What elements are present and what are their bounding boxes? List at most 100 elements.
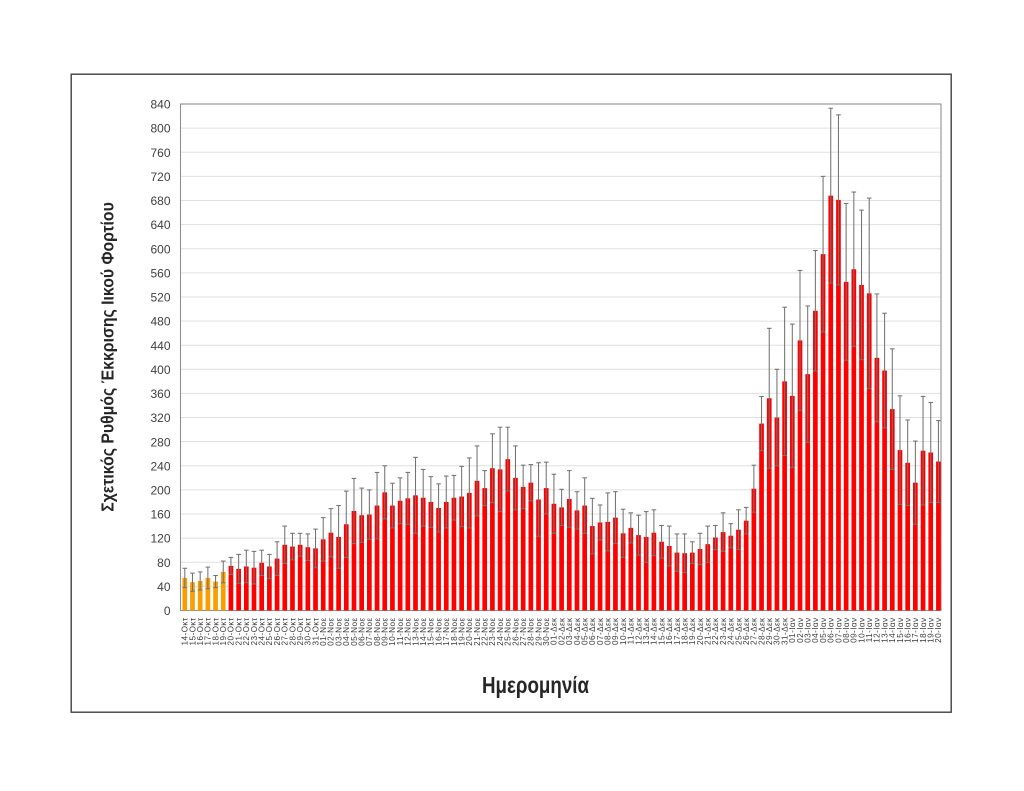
svg-text:03-Δεκ: 03-Δεκ — [565, 617, 574, 645]
svg-text:12-Δεκ: 12-Δεκ — [634, 617, 643, 645]
svg-text:04-Νοε: 04-Νοε — [342, 618, 351, 646]
svg-text:09-Ιαν: 09-Ιαν — [850, 618, 859, 643]
svg-text:09-Δεκ: 09-Δεκ — [611, 617, 620, 645]
svg-text:160: 160 — [150, 508, 170, 522]
svg-text:480: 480 — [150, 315, 170, 329]
svg-text:Ημερομηνία: Ημερομηνία — [482, 673, 589, 698]
svg-text:23-Νοε: 23-Νοε — [488, 618, 497, 646]
svg-text:16-Νοε: 16-Νοε — [434, 618, 443, 646]
svg-text:18-Νοε: 18-Νοε — [450, 618, 459, 646]
svg-text:24-Νοε: 24-Νοε — [496, 618, 505, 646]
svg-text:03-Νοε: 03-Νοε — [334, 618, 343, 646]
svg-text:01-Ιαν: 01-Ιαν — [788, 618, 797, 643]
svg-text:440: 440 — [150, 339, 170, 353]
svg-text:05-Νοε: 05-Νοε — [350, 618, 359, 646]
svg-text:28-Δεκ: 28-Δεκ — [757, 617, 766, 645]
svg-text:26-Νοε: 26-Νοε — [511, 618, 520, 646]
svg-text:19-Ιαν: 19-Ιαν — [927, 618, 936, 643]
svg-text:27-Οκτ: 27-Οκτ — [281, 617, 290, 645]
svg-text:16-Οκτ: 16-Οκτ — [196, 617, 205, 645]
svg-text:02-Δεκ: 02-Δεκ — [557, 617, 566, 645]
svg-text:10-Ιαν: 10-Ιαν — [857, 618, 866, 643]
svg-text:01-Δεκ: 01-Δεκ — [550, 617, 559, 645]
svg-text:28-Οκτ: 28-Οκτ — [288, 617, 297, 645]
svg-text:12-Ιαν: 12-Ιαν — [873, 618, 882, 643]
svg-text:02-Νοε: 02-Νοε — [327, 618, 336, 646]
svg-text:23-Οκτ: 23-Οκτ — [250, 617, 259, 645]
svg-text:04-Δεκ: 04-Δεκ — [573, 617, 582, 645]
svg-text:20-Νοε: 20-Νοε — [465, 618, 474, 646]
svg-text:0: 0 — [164, 604, 171, 618]
svg-text:31-Δεκ: 31-Δεκ — [780, 617, 789, 645]
svg-text:80: 80 — [157, 556, 171, 570]
svg-text:30-Δεκ: 30-Δεκ — [773, 617, 782, 645]
svg-text:06-Νοε: 06-Νοε — [357, 618, 366, 646]
svg-text:280: 280 — [150, 435, 170, 449]
svg-text:20-Οκτ: 20-Οκτ — [227, 617, 236, 645]
svg-text:25-Οκτ: 25-Οκτ — [265, 617, 274, 645]
svg-text:29-Νοε: 29-Νοε — [534, 618, 543, 646]
svg-text:760: 760 — [150, 146, 170, 160]
svg-text:30-Οκτ: 30-Οκτ — [304, 617, 313, 645]
svg-text:360: 360 — [150, 387, 170, 401]
svg-text:19-Νοε: 19-Νοε — [457, 618, 466, 646]
svg-text:28-Νοε: 28-Νοε — [527, 618, 536, 646]
svg-text:17-Δεκ: 17-Δεκ — [673, 617, 682, 645]
svg-text:25-Δεκ: 25-Δεκ — [734, 617, 743, 645]
svg-text:21-Νοε: 21-Νοε — [473, 618, 482, 646]
svg-text:03-Ιαν: 03-Ιαν — [803, 618, 812, 643]
svg-text:10-Δεκ: 10-Δεκ — [619, 617, 628, 645]
svg-text:18-Ιαν: 18-Ιαν — [919, 618, 928, 643]
svg-text:22-Οκτ: 22-Οκτ — [242, 617, 251, 645]
svg-text:07-Νοε: 07-Νοε — [365, 618, 374, 646]
svg-text:12-Νοε: 12-Νοε — [404, 618, 413, 646]
svg-text:560: 560 — [150, 266, 170, 280]
svg-text:520: 520 — [150, 291, 170, 305]
svg-text:05-Δεκ: 05-Δεκ — [580, 617, 589, 645]
svg-text:640: 640 — [150, 218, 170, 232]
svg-text:23-Δεκ: 23-Δεκ — [719, 617, 728, 645]
svg-text:14-Ιαν: 14-Ιαν — [888, 618, 897, 643]
svg-text:01-Νοε: 01-Νοε — [319, 618, 328, 646]
svg-text:15-Οκτ: 15-Οκτ — [188, 617, 197, 645]
svg-text:04-Ιαν: 04-Ιαν — [811, 618, 820, 643]
svg-text:06-Ιαν: 06-Ιαν — [827, 618, 836, 643]
svg-text:15-Δεκ: 15-Δεκ — [657, 617, 666, 645]
svg-text:40: 40 — [157, 580, 171, 594]
svg-text:09-Νοε: 09-Νοε — [381, 618, 390, 646]
svg-text:17-Νοε: 17-Νοε — [442, 618, 451, 646]
svg-text:720: 720 — [150, 170, 170, 184]
svg-text:08-Νοε: 08-Νοε — [373, 618, 382, 646]
svg-text:13-Δεκ: 13-Δεκ — [642, 617, 651, 645]
svg-text:17-Οκτ: 17-Οκτ — [204, 617, 213, 645]
svg-text:240: 240 — [150, 459, 170, 473]
svg-text:10-Νοε: 10-Νοε — [388, 618, 397, 646]
svg-text:25-Νοε: 25-Νοε — [504, 618, 513, 646]
svg-text:800: 800 — [150, 122, 170, 136]
svg-text:19-Δεκ: 19-Δεκ — [688, 617, 697, 645]
svg-text:24-Δεκ: 24-Δεκ — [727, 617, 736, 645]
svg-text:22-Δεκ: 22-Δεκ — [711, 617, 720, 645]
svg-text:20-Ιαν: 20-Ιαν — [934, 618, 943, 643]
svg-text:680: 680 — [150, 194, 170, 208]
svg-text:27-Δεκ: 27-Δεκ — [750, 617, 759, 645]
svg-text:11-Δεκ: 11-Δεκ — [627, 617, 636, 644]
svg-text:14-Δεκ: 14-Δεκ — [650, 617, 659, 645]
svg-text:05-Ιαν: 05-Ιαν — [819, 618, 828, 643]
svg-text:19-Οκτ: 19-Οκτ — [219, 617, 228, 645]
svg-text:07-Ιαν: 07-Ιαν — [834, 618, 843, 643]
svg-text:13-Νοε: 13-Νοε — [411, 618, 420, 646]
svg-text:400: 400 — [150, 363, 170, 377]
svg-text:02-Ιαν: 02-Ιαν — [796, 618, 805, 643]
svg-text:840: 840 — [150, 98, 170, 112]
svg-text:15-Ιαν: 15-Ιαν — [896, 618, 905, 643]
svg-text:15-Νοε: 15-Νοε — [427, 618, 436, 646]
svg-text:17-Ιαν: 17-Ιαν — [911, 618, 920, 643]
svg-text:27-Νοε: 27-Νοε — [519, 618, 528, 646]
svg-text:16-Ιαν: 16-Ιαν — [903, 618, 912, 643]
svg-text:21-Οκτ: 21-Οκτ — [234, 617, 243, 645]
svg-text:08-Ιαν: 08-Ιαν — [842, 618, 851, 643]
svg-text:29-Δεκ: 29-Δεκ — [765, 617, 774, 645]
svg-text:11-Ιαν: 11-Ιαν — [865, 618, 874, 643]
svg-text:13-Ιαν: 13-Ιαν — [880, 618, 889, 643]
